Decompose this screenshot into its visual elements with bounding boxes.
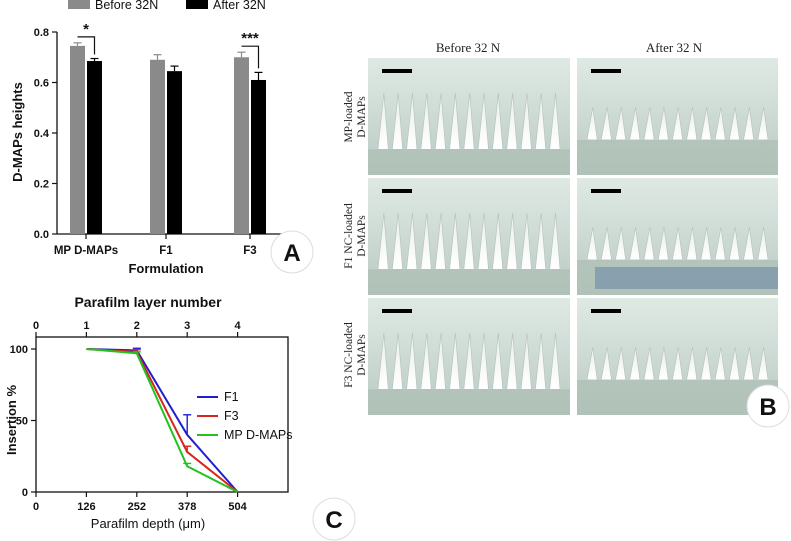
panel-b-badge: B: [759, 394, 776, 421]
chart-c-legend-label: F1: [224, 390, 239, 404]
column-header-before: Before 32 N: [436, 40, 501, 55]
chart-a-significance-bracket: [241, 45, 260, 69]
micrograph-tile: [368, 178, 570, 295]
scale-bar: [382, 309, 412, 313]
chart-a-x-axis-label: Formulation: [128, 261, 203, 276]
micrograph-tile: [368, 298, 570, 415]
chart-c-legend-label: MP D-MAPs: [224, 428, 293, 442]
panel-a-bar-chart: Before 32N After 32N 0.0 0.2 0.4 0.6 0.8 MP D-…: [10, 0, 314, 276]
row-label-mp: MP-loaded D-MAPs: [343, 91, 368, 142]
chart-c-y-axis-label: Insertion %: [4, 385, 19, 456]
row-label-mp-line1: MP-loaded: [343, 91, 355, 142]
row-label-f3-line1: F3 NC-loaded: [343, 322, 355, 388]
chart-a-y-tick-label: 0.0: [34, 229, 49, 241]
row-label-f3: F3 NC-loaded D-MAPs: [343, 322, 368, 388]
chart-c-axes: 0 126 252 378 504 0 1 2 3 4 0 50 100: [10, 320, 289, 513]
chart-a-bar: [150, 59, 165, 235]
micrograph-base-plate: [368, 389, 570, 415]
micrograph-tile: [368, 58, 570, 175]
scale-bar: [382, 189, 412, 193]
micrograph-base-plate: [368, 149, 570, 175]
chart-a-x-tick-label: F1: [159, 245, 173, 257]
chart-c-x-tick-label: 126: [77, 501, 95, 513]
chart-a-x-tick-label: F3: [243, 245, 256, 257]
micrograph-tile: [577, 58, 778, 175]
chart-a-legend-swatch: [68, 0, 90, 9]
panel-a-badge-circle: [270, 230, 314, 274]
panel-c-line-chart: 0 126 252 378 504 0 1 2 3 4 0 50 100 F1 F3 MP D-MAPs P…: [4, 294, 356, 541]
panel-b-micrograph-grid: Before 32 N After 32 N MP-loaded D-MAPs …: [343, 40, 790, 428]
chart-c-y-tick-label: 100: [10, 344, 28, 356]
chart-a-y-tick-label: 0.4: [34, 128, 50, 140]
chart-c-line: [86, 348, 239, 493]
chart-a-significance: ****: [77, 21, 260, 69]
row-label-f3-line2: D-MAPs: [356, 334, 368, 376]
chart-a-bar: [87, 61, 102, 234]
chart-c-x-tick-label: 504: [228, 501, 247, 513]
chart-a-significance-label: ***: [241, 30, 259, 47]
column-header-after: After 32 N: [646, 40, 703, 55]
micrographs: [368, 58, 778, 415]
chart-c-x-tick-label: 378: [178, 501, 196, 513]
micrograph-base-plate: [368, 269, 570, 295]
chart-c-y-tick-label: 50: [16, 416, 28, 428]
chart-c-y-tick-label: 0: [22, 487, 28, 499]
micrograph-base-plate: [577, 379, 778, 415]
row-label-f1: F1 NC-loaded D-MAPs: [343, 203, 368, 269]
row-label-f1-line1: F1 NC-loaded: [343, 203, 355, 269]
chart-a-axes: 0.0 0.2 0.4 0.6 0.8 MP D-MAPs F1 F3: [34, 27, 290, 257]
row-label-f1-line2: D-MAPs: [356, 215, 368, 257]
chart-a-significance-bracket: [77, 36, 96, 55]
chart-a-legend-label: After 32N: [213, 0, 266, 12]
chart-c-x-tick-label: 0: [33, 501, 39, 513]
scale-bar: [591, 309, 621, 313]
chart-c-series: [86, 347, 239, 493]
micrograph-tile: [577, 178, 778, 295]
chart-a-legend-swatch: [186, 0, 208, 9]
chart-c-top-axis-label: Parafilm layer number: [74, 294, 222, 310]
chart-c-frame: [35, 336, 289, 493]
chart-a-y-tick-label: 0.8: [34, 27, 49, 39]
chart-c-top-tick-label: 0: [33, 320, 39, 332]
chart-c-legend: F1 F3 MP D-MAPs: [197, 390, 293, 442]
row-label-mp-line2: D-MAPs: [356, 96, 368, 138]
chart-c-x-tick-label: 252: [128, 501, 146, 513]
panel-b-badge-circle: [746, 384, 790, 428]
panel-c-badge-circle: [312, 497, 356, 541]
chart-a-y-tick-label: 0.2: [34, 179, 49, 191]
chart-c-top-tick-label: 3: [184, 320, 190, 332]
micrograph-tile: [577, 298, 778, 415]
panel-a-badge: A: [283, 240, 300, 267]
chart-c-top-tick-label: 4: [235, 320, 242, 332]
chart-c-line: [86, 348, 239, 493]
chart-c-top-tick-label: 2: [134, 320, 140, 332]
chart-a-legend-label: Before 32N: [95, 0, 158, 12]
scale-bar: [591, 69, 621, 73]
scale-bar: [591, 189, 621, 193]
chart-c-legend-label: F3: [224, 409, 239, 423]
chart-c-line: [86, 348, 239, 493]
panel-c-badge: C: [325, 507, 342, 534]
chart-a-bar: [167, 71, 182, 234]
scale-bar: [382, 69, 412, 73]
chart-a-significance-label: *: [83, 21, 89, 38]
chart-c-x-axis-label: Parafilm depth (μm): [91, 516, 205, 531]
chart-a-bar: [251, 79, 266, 234]
micrograph-base-plate: [577, 139, 778, 175]
chart-c-top-tick-label: 1: [83, 320, 89, 332]
chart-a-bar: [234, 57, 249, 234]
chart-a-x-tick-label: MP D-MAPs: [54, 245, 118, 257]
micrograph-blue-strip: [595, 267, 778, 289]
chart-a-y-axis-label: D-MAPs heights: [10, 82, 25, 182]
chart-a-y-tick-label: 0.6: [34, 78, 49, 90]
chart-a-bars: [70, 42, 266, 235]
chart-a-legend: Before 32N After 32N: [68, 0, 266, 12]
chart-a-bar: [70, 45, 85, 235]
